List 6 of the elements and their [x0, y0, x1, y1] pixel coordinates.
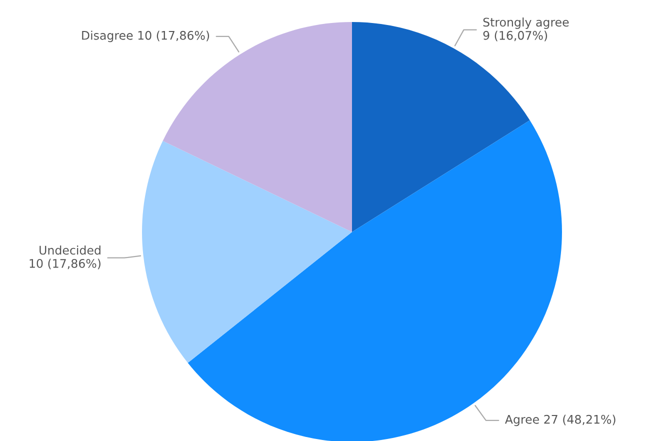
- data-label: 10 (17,86%): [30, 258, 100, 270]
- slice-label: Undecided: [40, 246, 100, 255]
- slice-label: Agree 27 (48,21%): [504, 414, 616, 426]
- data-label: 9 (16,07%): [483, 30, 548, 42]
- slice-label: Strongly agree: [483, 18, 569, 29]
- slice-label: Disagree 10 (17,86%): [82, 30, 210, 42]
